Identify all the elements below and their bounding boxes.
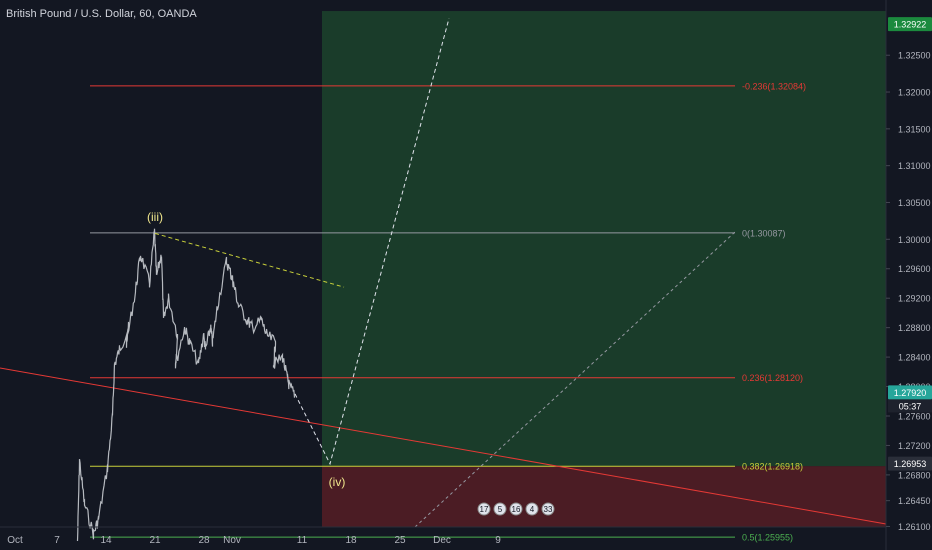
wave-label: (iii) <box>147 210 163 224</box>
y-tick-label: 1.28400 <box>898 353 931 363</box>
x-tick-label: Oct <box>7 535 23 546</box>
price-badge-label: 1.26953 <box>894 459 927 469</box>
y-tick-label: 1.32000 <box>898 88 931 98</box>
event-marker <box>493 502 507 516</box>
y-tick-label: 1.29200 <box>898 294 931 304</box>
x-tick-label: 25 <box>394 535 406 546</box>
y-tick-label: 1.31000 <box>898 161 931 171</box>
target-zone <box>322 11 886 467</box>
x-tick-label: Nov <box>223 535 241 546</box>
fib-level-label: 0(1.30087) <box>742 228 786 238</box>
y-tick-label: 1.26450 <box>898 496 931 506</box>
y-tick-label: 1.30000 <box>898 235 931 245</box>
price-badge <box>888 17 932 32</box>
countdown-label: 05:37 <box>899 401 922 411</box>
price-badge-label: 1.27920 <box>894 388 927 398</box>
event-marker-count: 33 <box>544 505 553 514</box>
fib-level-label: 0.382(1.26918) <box>742 462 803 472</box>
x-tick-label: 14 <box>100 535 112 546</box>
fib-level-label: -0.236(1.32084) <box>742 81 806 91</box>
x-tick-label: 11 <box>297 535 308 546</box>
x-tick-label: 9 <box>495 535 501 546</box>
price-badge <box>888 456 932 471</box>
y-tick-label: 1.26800 <box>898 470 931 480</box>
fib-level-label: 0.236(1.28120) <box>742 373 803 383</box>
price-line <box>76 228 296 542</box>
y-tick-label: 1.26100 <box>898 522 931 532</box>
fib-level-label: 0.5(1.25955) <box>742 533 793 543</box>
x-tick-label: 21 <box>149 535 161 546</box>
lower-high-trendline <box>154 232 345 288</box>
y-tick-label: 1.27200 <box>898 441 931 451</box>
event-marker <box>541 502 555 516</box>
x-tick-label: 18 <box>345 535 357 546</box>
countdown-badge <box>888 399 932 413</box>
event-marker <box>477 502 491 516</box>
price-badge-label: 1.32922 <box>894 20 927 30</box>
event-marker-count: 5 <box>498 505 503 514</box>
event-marker-count: 4 <box>530 505 535 514</box>
event-marker-count: 16 <box>512 505 521 514</box>
x-tick-label: Dec <box>433 535 451 546</box>
y-tick-label: 1.32500 <box>898 51 931 61</box>
event-marker <box>525 502 539 516</box>
x-tick-label: 7 <box>54 535 60 546</box>
y-tick-label: 1.28800 <box>898 323 931 333</box>
y-tick-label: 1.27600 <box>898 411 931 421</box>
y-tick-label: 1.29600 <box>898 264 931 274</box>
event-marker-count: 17 <box>480 505 489 514</box>
stop-zone <box>322 466 886 527</box>
wave-projection <box>294 18 450 466</box>
price-badge <box>888 385 932 400</box>
chart-title: British Pound / U.S. Dollar, 60, OANDA <box>6 8 197 20</box>
y-tick-label: 1.31500 <box>898 124 931 134</box>
event-marker <box>509 502 523 516</box>
trendline <box>0 367 887 525</box>
x-tick-label: 28 <box>198 535 210 546</box>
wave-label: (iv) <box>329 475 346 489</box>
y-tick-label: 1.30500 <box>898 198 931 208</box>
channel-line <box>414 231 736 528</box>
